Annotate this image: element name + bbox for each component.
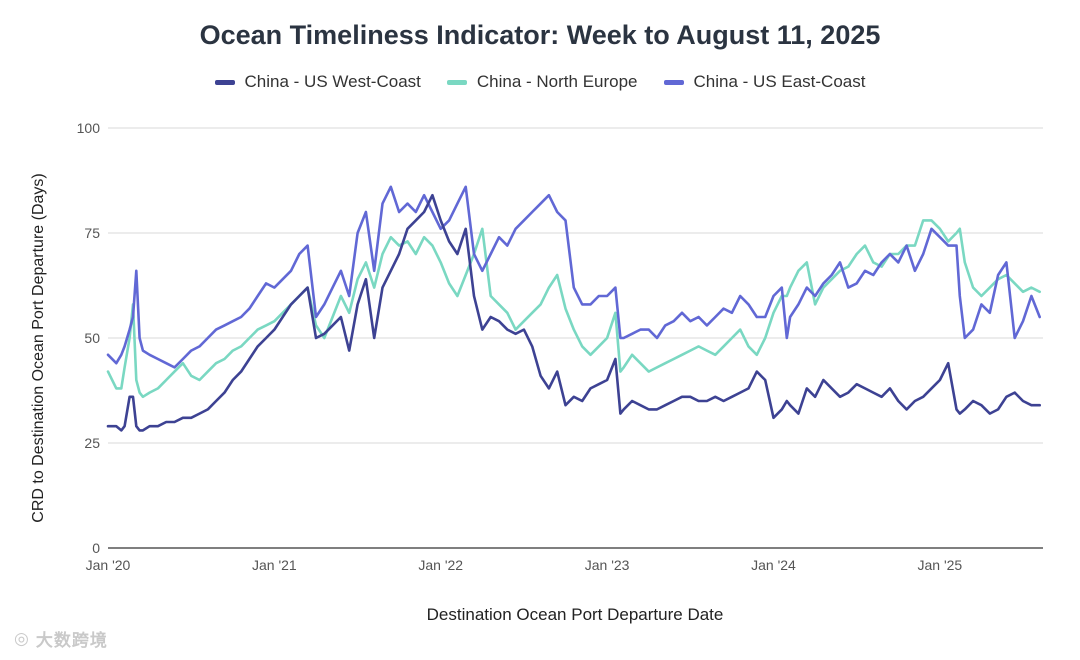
watermark-logo-icon: ◎ xyxy=(14,628,30,648)
legend-swatch-us-west-coast xyxy=(214,79,235,85)
x-tick-labels: Jan '20 Jan '21 Jan '22 Jan '23 Jan '24 Jan '… xyxy=(86,557,963,573)
x-tick-label: Jan '23 xyxy=(585,557,630,573)
legend-item-us-west-coast[interactable]: China - US West-Coast xyxy=(214,72,421,92)
y-tick-label: 50 xyxy=(84,330,100,346)
legend: China - US West-Coast China - North Euro… xyxy=(0,72,1080,92)
watermark: ◎ 大数跨境 xyxy=(14,626,108,651)
chart-title: Ocean Timeliness Indicator: Week to Augu… xyxy=(199,20,881,50)
series-line-china-us-west-coast[interactable] xyxy=(106,193,1041,432)
x-tick-label: Jan '21 xyxy=(252,557,297,573)
y-axis-title: CRD to Destination Ocean Port Departure … xyxy=(30,173,47,522)
legend-label-us-west-coast: China - US West-Coast xyxy=(244,72,421,91)
legend-item-us-east-coast[interactable]: China - US East-Coast xyxy=(663,72,866,92)
y-tick-labels: 0 25 50 75 100 xyxy=(77,120,101,556)
series-line-china-us-east-coast[interactable] xyxy=(106,185,1041,369)
legend-item-north-europe[interactable]: China - North Europe xyxy=(446,72,638,92)
gridlines xyxy=(108,127,1043,444)
x-tick-label: Jan '24 xyxy=(751,557,796,573)
series-line-china-north-europe[interactable] xyxy=(106,219,1041,399)
x-tick-label: Jan '20 xyxy=(86,557,131,573)
y-tick-label: 100 xyxy=(77,120,101,136)
x-axis-title: Destination Ocean Port Departure Date xyxy=(427,605,724,624)
x-tick-label: Jan '22 xyxy=(418,557,463,573)
series-lines xyxy=(106,185,1041,432)
legend-swatch-us-east-coast xyxy=(663,79,684,85)
x-tick-label: Jan '25 xyxy=(917,557,962,573)
legend-label-us-east-coast: China - US East-Coast xyxy=(693,72,866,91)
y-tick-label: 0 xyxy=(92,540,100,556)
watermark-text: 大数跨境 xyxy=(35,631,108,650)
y-tick-label: 75 xyxy=(84,225,100,241)
y-tick-label: 25 xyxy=(84,435,100,451)
legend-label-north-europe: China - North Europe xyxy=(476,72,638,91)
legend-swatch-north-europe xyxy=(446,79,467,85)
